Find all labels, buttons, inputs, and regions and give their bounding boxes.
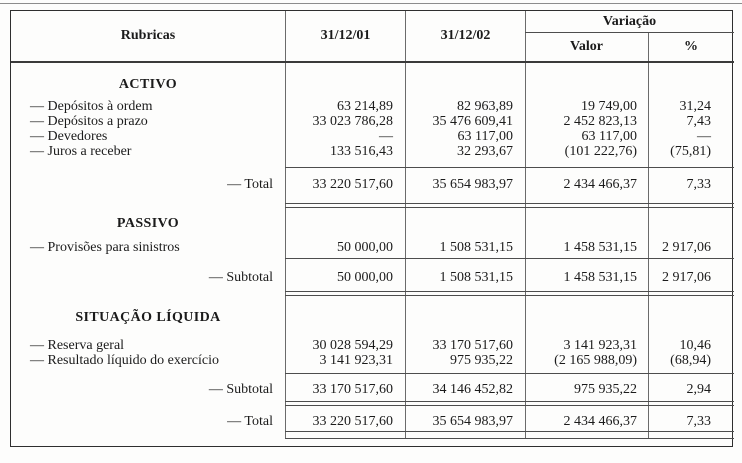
table-row-depositos-ordem: — Depósitos à ordem 63 214,89 82 963,89 … <box>11 99 731 115</box>
value-variacao-percent: 2 917,06 <box>662 270 711 285</box>
value-variacao-valor: 63 117,00 <box>581 129 637 144</box>
subtotal-label: — Subtotal <box>208 270 273 285</box>
table-row-juros-receber: — Juros a receber 133 516,43 32 293,67 (… <box>11 144 731 160</box>
value-31-12-02: 1 508 531,15 <box>439 270 514 285</box>
value-variacao-percent: 31,24 <box>679 99 712 114</box>
value-31-12-01: 30 028 594,29 <box>312 338 394 353</box>
scan-artifact-top-line <box>0 3 742 4</box>
header-bottom-rule <box>11 61 734 63</box>
value-31-12-01: 33 023 786,28 <box>312 114 394 129</box>
value-31-12-01: — <box>379 129 393 144</box>
value-31-12-01: 50 000,00 <box>337 240 393 255</box>
column-divider-valor-percent <box>648 33 649 438</box>
value-31-12-02: 975 935,22 <box>450 353 513 368</box>
value-variacao-valor: 3 141 923,31 <box>563 338 638 353</box>
table-row-situacao-subtotal: — Subtotal 33 170 517,60 34 146 452,82 9… <box>11 382 731 398</box>
header-valor: Valor <box>570 39 603 54</box>
value-variacao-valor: 975 935,22 <box>574 382 637 397</box>
grand-total-double-rule-1 <box>285 431 734 432</box>
value-variacao-percent: 7,43 <box>686 114 712 129</box>
passivo-subtotal-top-rule <box>285 258 734 259</box>
section-title-activo: ACTIVO <box>118 77 178 92</box>
row-label: — Depósitos a prazo <box>30 114 148 129</box>
value-31-12-01: 33 220 517,60 <box>312 177 394 192</box>
activo-total-top-rule <box>285 167 734 168</box>
value-31-12-02: 34 146 452,82 <box>432 382 514 397</box>
column-divider-date2 <box>525 11 526 438</box>
table-row-resultado-liquido: — Resultado líquido do exercício 3 141 9… <box>11 353 731 369</box>
situacao-subtotal-double-rule-1 <box>285 401 734 402</box>
header-percent: % <box>684 39 698 54</box>
column-divider-rubricas <box>285 11 286 438</box>
table-row-activo-total: — Total 33 220 517,60 35 654 983,97 2 43… <box>11 177 731 193</box>
passivo-subtotal-double-rule-2 <box>285 295 734 296</box>
value-variacao-percent: 7,33 <box>686 177 712 192</box>
header-variacao: Variação <box>602 13 657 29</box>
value-31-12-02: 35 654 983,97 <box>432 414 514 429</box>
value-variacao-valor: (2 165 988,09) <box>554 353 637 368</box>
header-date-31-12-02: 31/12/02 <box>440 28 491 43</box>
row-label: — Juros a receber <box>30 144 132 159</box>
table-row-depositos-prazo: — Depósitos a prazo 33 023 786,28 35 476… <box>11 114 731 130</box>
value-31-12-01: 33 170 517,60 <box>312 382 394 397</box>
value-31-12-01: 133 516,43 <box>330 144 393 159</box>
value-31-12-01: 63 214,89 <box>337 99 393 114</box>
row-label: — Provisões para sinistros <box>30 240 180 255</box>
total-label: — Total <box>227 414 273 429</box>
value-variacao-percent: 2 917,06 <box>662 240 711 255</box>
value-31-12-01: 33 220 517,60 <box>312 414 394 429</box>
balance-variation-table: Rubricas 31/12/01 31/12/02 Variação Valo… <box>10 10 734 447</box>
row-label: — Depósitos à ordem <box>30 99 153 114</box>
table-row-devedores: — Devedores — 63 117,00 63 117,00 — <box>11 129 731 145</box>
value-31-12-02: 33 170 517,60 <box>432 338 514 353</box>
section-title-situacao-liquida: SITUAÇÃO LÍQUIDA <box>75 310 221 325</box>
row-label: — Resultado líquido do exercício <box>30 353 219 368</box>
value-variacao-valor: 2 434 466,37 <box>563 414 638 429</box>
value-variacao-percent: — <box>697 129 711 144</box>
value-variacao-percent: 10,46 <box>679 338 712 353</box>
value-variacao-valor: 1 458 531,15 <box>563 270 638 285</box>
value-variacao-percent: (75,81) <box>670 144 711 159</box>
situacao-subtotal-top-rule <box>285 373 734 374</box>
total-label: — Total <box>227 177 273 192</box>
table-row-passivo-subtotal: — Subtotal 50 000,00 1 508 531,15 1 458 … <box>11 270 731 286</box>
value-variacao-valor: 2 452 823,13 <box>563 114 638 129</box>
value-31-12-02: 63 117,00 <box>457 129 513 144</box>
value-variacao-valor: (101 222,76) <box>564 144 637 159</box>
variacao-underline <box>525 32 734 33</box>
value-31-12-02: 32 293,67 <box>457 144 513 159</box>
column-divider-date1 <box>405 11 406 438</box>
value-31-12-02: 35 476 609,41 <box>432 114 514 129</box>
activo-total-double-rule-1 <box>285 203 734 204</box>
value-variacao-percent: 7,33 <box>686 414 712 429</box>
table-row-reserva-geral: — Reserva geral 30 028 594,29 33 170 517… <box>11 338 731 354</box>
row-label: — Devedores <box>30 129 108 144</box>
activo-total-double-rule-2 <box>285 207 734 208</box>
value-variacao-percent: (68,94) <box>670 353 711 368</box>
value-31-12-01: 50 000,00 <box>337 270 393 285</box>
value-variacao-valor: 2 434 466,37 <box>563 177 638 192</box>
value-variacao-valor: 19 749,00 <box>581 99 637 114</box>
header-rubricas: Rubricas <box>120 28 176 43</box>
table-row-provisoes-sinistros: — Provisões para sinistros 50 000,00 1 5… <box>11 240 731 256</box>
value-variacao-valor: 1 458 531,15 <box>563 240 638 255</box>
section-title-passivo: PASSIVO <box>116 216 180 231</box>
header-date-31-12-01: 31/12/01 <box>320 28 371 43</box>
row-label: — Reserva geral <box>30 338 125 353</box>
value-variacao-percent: 2,94 <box>686 382 712 397</box>
subtotal-label: — Subtotal <box>208 382 273 397</box>
passivo-subtotal-double-rule-1 <box>285 291 734 292</box>
situacao-subtotal-double-rule-2 <box>285 405 734 406</box>
grand-total-double-rule-2 <box>285 438 734 439</box>
value-31-12-02: 1 508 531,15 <box>439 240 514 255</box>
value-31-12-02: 82 963,89 <box>457 99 513 114</box>
table-row-grand-total: — Total 33 220 517,60 35 654 983,97 2 43… <box>11 414 731 430</box>
value-31-12-01: 3 141 923,31 <box>319 353 394 368</box>
value-31-12-02: 35 654 983,97 <box>432 177 514 192</box>
